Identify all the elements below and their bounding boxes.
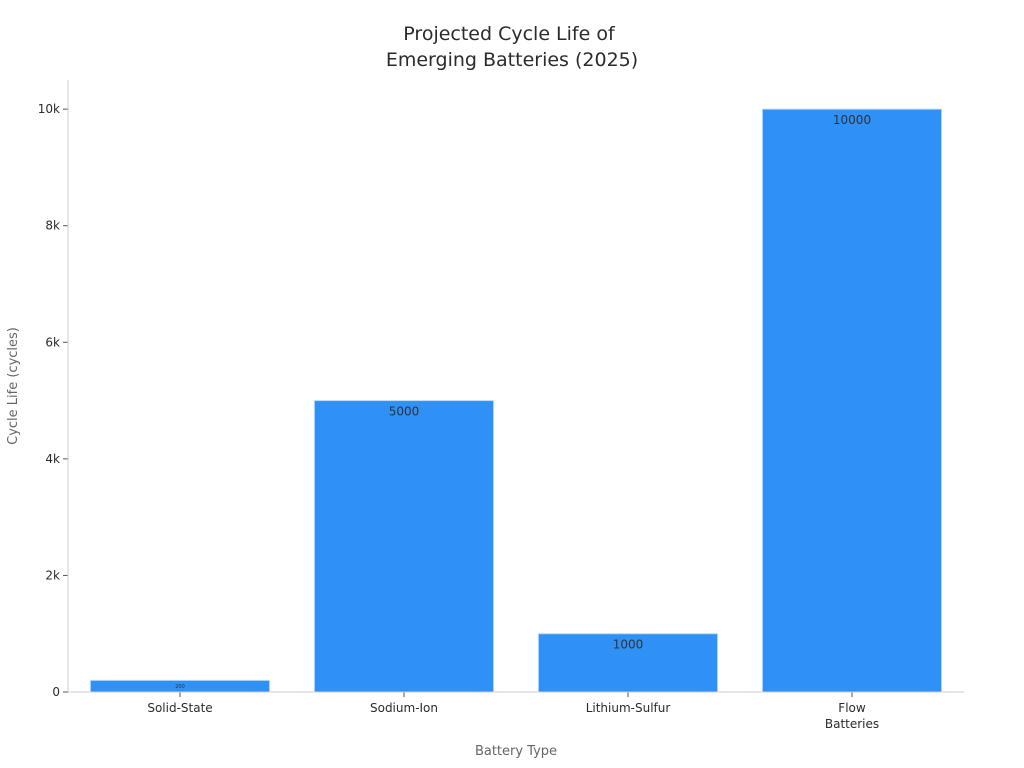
chart-title-line-2: Emerging Batteries (2025) bbox=[386, 49, 638, 71]
bar-data-label: 5000 bbox=[389, 405, 420, 419]
chart-title-line-1: Projected Cycle Life of bbox=[403, 23, 616, 45]
bar bbox=[761, 108, 943, 693]
x-tick-label: Solid-State bbox=[147, 701, 212, 715]
x-axis-label: Battery Type bbox=[475, 744, 557, 759]
y-tick-label: 2k bbox=[45, 568, 60, 582]
y-tick-label: 8k bbox=[45, 219, 60, 233]
y-tick-label: 0 bbox=[52, 685, 60, 699]
bar bbox=[537, 633, 719, 693]
y-tick-label: 4k bbox=[45, 452, 60, 466]
bar-data-label: 200 bbox=[175, 684, 185, 690]
y-tick-label: 6k bbox=[45, 335, 60, 349]
bar-labels-group: 200 5000 1000 10000 bbox=[175, 113, 871, 690]
x-tick-label: Sodium-Ion bbox=[370, 701, 438, 715]
bars-group bbox=[89, 108, 943, 693]
x-axis-ticks: Solid-State Sodium-Ion Lithium-Sulfur Flow B… bbox=[147, 692, 879, 731]
y-axis-label: Cycle Life (cycles) bbox=[6, 327, 21, 445]
y-tick-label: 10k bbox=[38, 102, 60, 116]
bar-data-label: 10000 bbox=[833, 113, 871, 127]
bar bbox=[313, 400, 495, 693]
x-tick-label: Flow Batteries bbox=[825, 701, 879, 731]
x-tick-label: Lithium-Sulfur bbox=[586, 701, 671, 715]
y-axis-ticks: 0 2k 4k 6k 8k 10k bbox=[38, 102, 68, 699]
bar-data-label: 1000 bbox=[613, 638, 644, 652]
chart-title: Projected Cycle Life of Emerging Batteri… bbox=[386, 23, 638, 71]
